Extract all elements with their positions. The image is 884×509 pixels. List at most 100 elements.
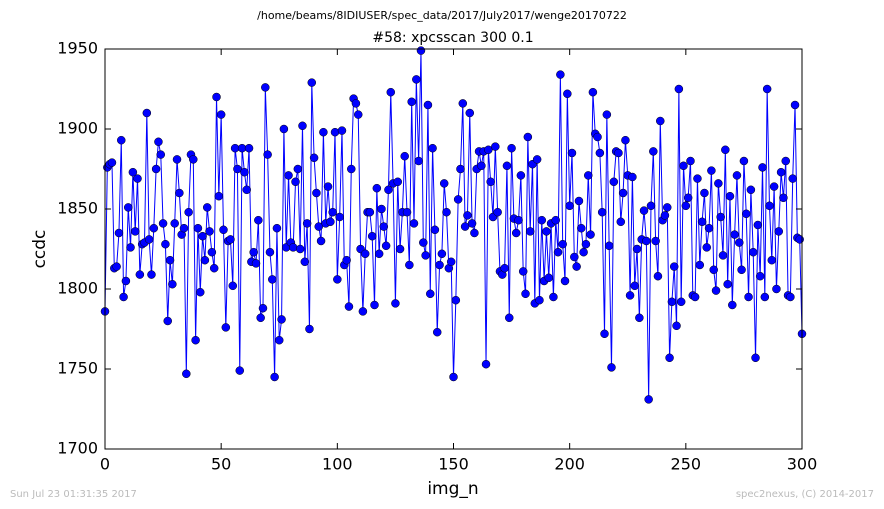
point — [391, 299, 400, 308]
point — [672, 321, 681, 331]
point — [618, 188, 628, 198]
point — [709, 265, 718, 275]
point — [133, 174, 142, 183]
point — [477, 161, 486, 171]
point — [360, 249, 370, 259]
point — [453, 195, 463, 204]
point — [393, 177, 402, 187]
point — [581, 239, 591, 249]
point — [309, 153, 319, 163]
point — [723, 279, 732, 289]
point — [244, 143, 254, 153]
point — [240, 167, 249, 177]
point — [630, 281, 639, 291]
point — [379, 222, 389, 231]
point — [788, 174, 797, 183]
point — [514, 215, 523, 225]
point — [741, 209, 751, 219]
point — [662, 203, 672, 212]
point — [326, 217, 335, 227]
point — [500, 263, 509, 273]
point — [423, 100, 433, 110]
point — [121, 276, 131, 286]
point — [226, 235, 235, 244]
point — [572, 262, 581, 271]
point — [214, 191, 224, 201]
point — [135, 270, 145, 279]
point — [535, 295, 544, 305]
point — [776, 167, 786, 177]
point — [774, 227, 784, 236]
point — [586, 230, 595, 239]
point — [405, 260, 414, 270]
point — [277, 315, 286, 324]
point — [198, 231, 207, 241]
point — [460, 222, 470, 231]
point — [507, 143, 516, 153]
point — [456, 164, 465, 174]
point — [735, 238, 744, 247]
point — [577, 223, 586, 233]
point — [739, 156, 749, 166]
point — [597, 207, 607, 217]
point — [537, 215, 547, 225]
point — [419, 238, 428, 247]
point — [328, 207, 337, 217]
point — [144, 235, 154, 244]
point — [142, 108, 152, 118]
point — [595, 148, 605, 158]
point — [212, 92, 221, 102]
point — [467, 219, 477, 228]
point — [307, 78, 317, 87]
point — [295, 244, 305, 254]
point — [767, 255, 777, 265]
point — [205, 227, 214, 236]
x-tick-label: 200 — [554, 455, 585, 474]
point — [161, 239, 170, 249]
point — [714, 179, 723, 188]
point — [216, 110, 226, 119]
point — [721, 145, 730, 155]
point — [163, 316, 172, 326]
point — [674, 84, 684, 94]
point — [316, 236, 326, 246]
point — [154, 137, 163, 147]
point — [272, 223, 282, 233]
point — [758, 163, 767, 172]
point — [323, 182, 333, 191]
point — [182, 369, 191, 379]
point — [753, 220, 763, 230]
point — [523, 132, 533, 142]
point — [481, 359, 491, 369]
point — [746, 185, 756, 195]
point — [191, 335, 200, 345]
point — [511, 228, 521, 238]
x-tick-label: 250 — [671, 455, 702, 474]
point — [744, 292, 753, 302]
point — [484, 145, 493, 155]
point — [565, 201, 574, 211]
point — [319, 127, 328, 137]
point — [446, 257, 456, 267]
point — [625, 291, 635, 300]
point — [158, 219, 168, 228]
point — [179, 223, 189, 233]
point — [358, 307, 368, 316]
point — [117, 135, 126, 145]
point — [435, 260, 444, 270]
point — [412, 75, 421, 84]
y-tick-label: 1700 — [57, 439, 98, 458]
point — [270, 372, 279, 382]
point — [172, 155, 182, 164]
point — [347, 164, 356, 174]
y-axis-label: ccdc — [30, 230, 50, 269]
point — [235, 366, 245, 375]
point — [291, 177, 300, 187]
point — [314, 222, 323, 231]
point — [553, 247, 563, 257]
point — [254, 215, 263, 225]
point — [681, 201, 691, 211]
point — [261, 83, 270, 92]
point — [402, 207, 412, 217]
point — [184, 207, 193, 217]
